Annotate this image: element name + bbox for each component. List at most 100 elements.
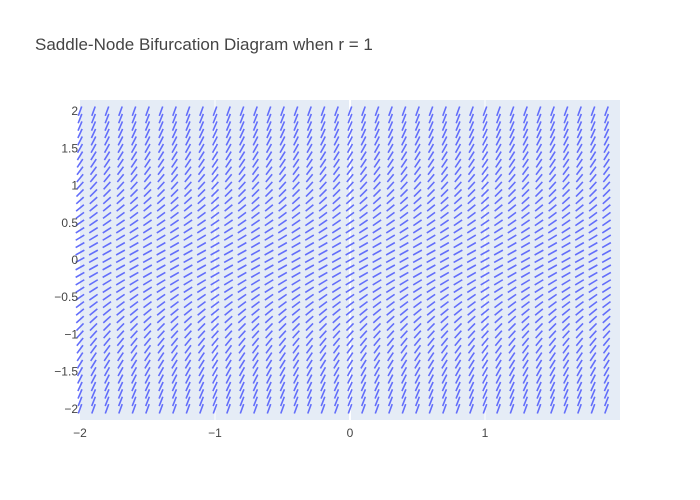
slope-segment <box>88 226 99 234</box>
slope-segment <box>360 151 367 161</box>
slope-segment <box>225 366 232 377</box>
slope-segment <box>77 113 83 124</box>
slope-segment <box>589 143 597 154</box>
slope-segment <box>129 264 139 271</box>
slope-segment <box>304 249 315 256</box>
slope-segment <box>401 106 407 117</box>
slope-segment <box>520 293 531 301</box>
slope-segment <box>251 211 260 219</box>
slope-segment <box>198 389 205 399</box>
slope-segment <box>252 121 259 131</box>
slope-segment <box>467 322 476 332</box>
slope-segment <box>89 181 98 190</box>
slope-segment <box>237 211 247 219</box>
slope-segment <box>522 374 529 384</box>
slope-segment <box>428 106 434 117</box>
slope-segment <box>211 143 219 154</box>
slope-segment <box>373 352 381 362</box>
slope-segment <box>144 158 151 168</box>
slope-segment <box>401 396 407 407</box>
slope-segment <box>426 219 436 227</box>
slope-segment <box>562 352 570 362</box>
slope-segment <box>239 381 245 392</box>
slope-segment <box>535 181 543 190</box>
slope-segment <box>413 322 422 332</box>
slope-segment <box>318 249 328 256</box>
slope-segment <box>413 188 422 198</box>
slope-segment <box>77 374 83 384</box>
slope-segment <box>144 389 151 399</box>
slope-segment <box>522 381 529 392</box>
slope-segment <box>250 286 261 294</box>
slope-segment <box>131 381 137 392</box>
slope-segment <box>387 352 394 362</box>
slope-segment <box>534 241 544 249</box>
slope-segment <box>237 188 247 198</box>
slope-segment <box>427 359 435 369</box>
slope-segment <box>358 286 369 294</box>
slope-segment <box>440 301 449 309</box>
slope-segment <box>211 337 219 347</box>
slope-segment <box>264 301 274 309</box>
slope-segment <box>427 344 435 354</box>
slope-segment <box>117 151 124 161</box>
slope-segment <box>589 166 597 176</box>
slope-segment <box>453 226 463 234</box>
slope-segment <box>535 330 543 339</box>
slope-segment <box>359 322 368 332</box>
slope-segment <box>360 113 367 124</box>
slope-segment <box>574 264 585 271</box>
slope-segment <box>442 403 447 414</box>
slope-segment <box>183 196 193 205</box>
slope-segment <box>466 256 477 264</box>
slope-segment <box>250 271 261 279</box>
slope-segment <box>277 249 288 256</box>
slope-segment <box>374 106 380 117</box>
slope-segment <box>534 256 544 264</box>
slope-segment <box>117 396 124 407</box>
slope-segment <box>467 181 476 190</box>
slope-segment <box>332 196 341 205</box>
slope-segment <box>601 264 612 271</box>
slope-segment <box>575 344 584 354</box>
slope-segment <box>388 403 393 414</box>
slope-segment <box>601 241 612 249</box>
slope-segment <box>468 128 475 139</box>
chart-title: Saddle-Node Bifurcation Diagram when r =… <box>35 35 373 54</box>
slope-segment <box>318 315 328 324</box>
slope-segment <box>508 143 516 154</box>
slope-segment <box>588 196 598 205</box>
slope-segment <box>399 301 409 309</box>
slope-segment <box>129 322 139 332</box>
y-tick-label: −1 <box>64 327 78 341</box>
slope-segment <box>144 381 151 392</box>
slope-segment <box>440 204 449 212</box>
slope-segment <box>333 366 340 377</box>
slope-segment <box>360 352 367 362</box>
slope-segment <box>184 344 192 354</box>
slope-segment <box>183 219 193 227</box>
slope-segment <box>103 344 111 354</box>
slope-segment <box>115 286 126 294</box>
slope-segment <box>278 204 287 212</box>
slope-segment <box>266 136 272 146</box>
slope-segment <box>318 286 328 294</box>
slope-segment <box>345 196 355 205</box>
slope-segment <box>225 389 232 399</box>
slope-segment <box>291 226 301 234</box>
slope-segment <box>198 113 205 124</box>
slope-segment <box>115 241 126 249</box>
slope-segment <box>346 181 354 190</box>
slope-segment <box>169 226 180 234</box>
slope-segment <box>156 308 166 316</box>
slope-segment <box>185 128 191 139</box>
slope-segment <box>223 286 234 294</box>
slope-segment <box>455 403 461 414</box>
slope-segment <box>576 366 583 377</box>
slope-segment <box>90 151 97 161</box>
slope-segment <box>577 106 582 117</box>
slope-segment <box>196 249 207 256</box>
slope-segment <box>223 264 234 271</box>
slope-segment <box>603 374 610 384</box>
slope-segment <box>439 226 450 234</box>
